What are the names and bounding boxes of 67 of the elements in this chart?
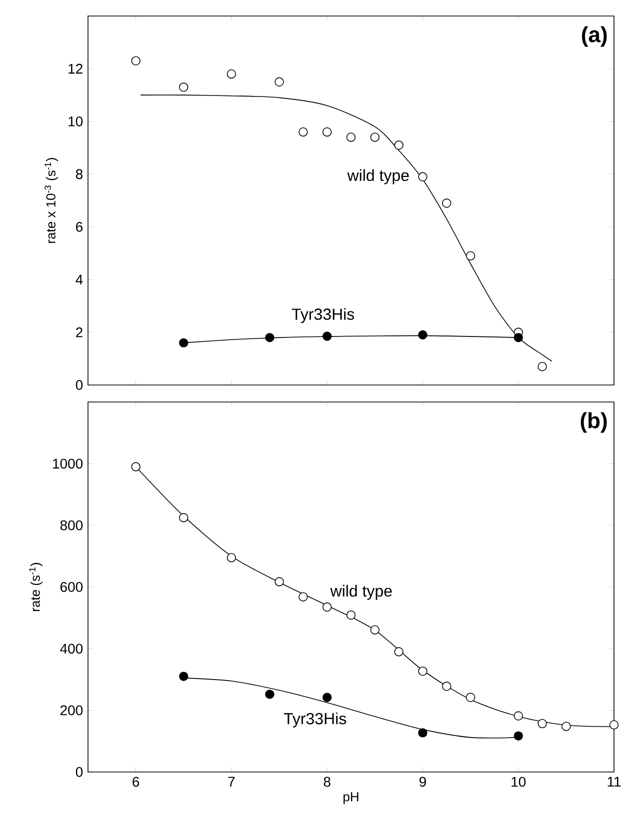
series-label: Tyr33His (292, 308, 354, 324)
y-axis-title: rate (s$^{-1}$) (29, 562, 42, 612)
point (179, 338, 188, 348)
annotation: (a) (582, 26, 607, 47)
point (394, 647, 404, 656)
y-tick-label: 8 (76, 169, 83, 180)
point (274, 577, 284, 586)
y-tick-label: 0 (76, 767, 83, 777)
line-series (140, 94, 552, 362)
y-tick-label: 800 (60, 520, 83, 530)
y-tick-label: 10 (68, 116, 83, 126)
point (179, 672, 188, 682)
x-tick-label: 9 (419, 776, 426, 787)
x-tick-label: 8 (324, 776, 330, 787)
point (265, 332, 274, 342)
point (131, 56, 140, 66)
point (418, 728, 428, 738)
point (322, 127, 332, 137)
point (226, 553, 236, 562)
point (466, 692, 476, 702)
y-tick-label: 6 (76, 222, 83, 232)
point (346, 132, 356, 142)
point (514, 731, 523, 741)
point (322, 332, 332, 341)
y-axis-title: rate x 10$^{-3}$ (s$^{-1}$) (44, 158, 58, 243)
point (394, 140, 404, 150)
point (442, 682, 452, 691)
x-tick-label: 11 (608, 776, 621, 786)
point (179, 82, 188, 92)
x-tick-label: 6 (132, 776, 140, 787)
point (562, 722, 571, 731)
y-tick-label: 4 (76, 274, 83, 284)
point (466, 251, 476, 260)
point (131, 462, 140, 472)
point (226, 69, 236, 79)
y-tick-label: 0 (76, 380, 83, 390)
point (514, 332, 523, 342)
x-axis-title: pH (344, 792, 358, 804)
point (274, 77, 284, 86)
point (538, 718, 547, 728)
point (298, 127, 308, 137)
series-label: Tyr33His (284, 712, 346, 728)
point (179, 513, 188, 522)
point (442, 198, 452, 208)
series-label: wild type (330, 584, 392, 600)
point (418, 666, 428, 676)
point (370, 132, 380, 142)
point (514, 711, 523, 720)
y-tick-label: 400 (60, 644, 83, 654)
y-tick-label: 200 (60, 705, 83, 716)
point (538, 362, 547, 372)
series-label: wild type (347, 169, 409, 184)
x-tick-label: 10 (512, 776, 526, 787)
x-tick-label: 7 (228, 776, 235, 786)
annotation: (b) (580, 412, 607, 433)
y-tick-label: 2 (76, 327, 82, 338)
point (418, 172, 428, 182)
y-tick-label: 600 (60, 582, 83, 592)
point (418, 330, 428, 340)
point (265, 690, 274, 699)
point (322, 692, 332, 702)
y-tick-label: 12 (68, 64, 82, 74)
point (322, 602, 332, 612)
point (298, 592, 308, 602)
point (346, 610, 356, 620)
point (370, 625, 380, 634)
y-tick-label: 1000 (53, 458, 83, 469)
